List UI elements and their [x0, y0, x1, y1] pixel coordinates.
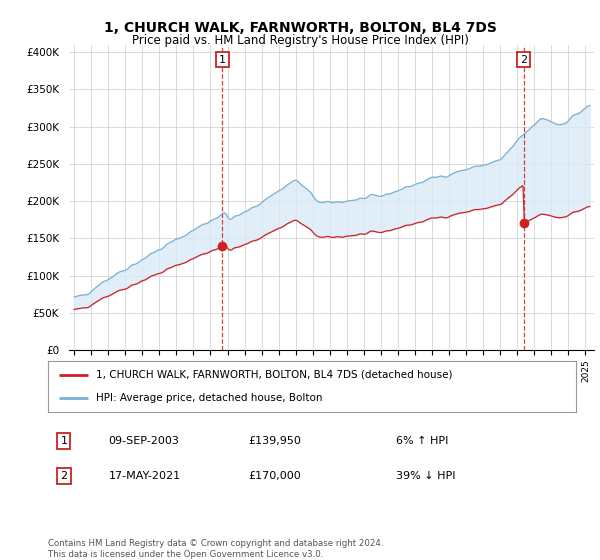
- Text: 2: 2: [520, 55, 527, 65]
- Text: 09-SEP-2003: 09-SEP-2003: [109, 436, 179, 446]
- Text: Contains HM Land Registry data © Crown copyright and database right 2024.
This d: Contains HM Land Registry data © Crown c…: [48, 539, 383, 559]
- Text: HPI: Average price, detached house, Bolton: HPI: Average price, detached house, Bolt…: [95, 393, 322, 403]
- Text: 6% ↑ HPI: 6% ↑ HPI: [397, 436, 449, 446]
- Text: 1, CHURCH WALK, FARNWORTH, BOLTON, BL4 7DS (detached house): 1, CHURCH WALK, FARNWORTH, BOLTON, BL4 7…: [95, 370, 452, 380]
- Text: 1: 1: [219, 55, 226, 65]
- Text: £139,950: £139,950: [248, 436, 302, 446]
- Text: Price paid vs. HM Land Registry's House Price Index (HPI): Price paid vs. HM Land Registry's House …: [131, 34, 469, 46]
- Text: 39% ↓ HPI: 39% ↓ HPI: [397, 472, 456, 482]
- Text: 1, CHURCH WALK, FARNWORTH, BOLTON, BL4 7DS: 1, CHURCH WALK, FARNWORTH, BOLTON, BL4 7…: [104, 21, 496, 35]
- Text: 2: 2: [60, 472, 67, 482]
- Text: 17-MAY-2021: 17-MAY-2021: [109, 472, 181, 482]
- Text: 1: 1: [61, 436, 67, 446]
- Text: £170,000: £170,000: [248, 472, 301, 482]
